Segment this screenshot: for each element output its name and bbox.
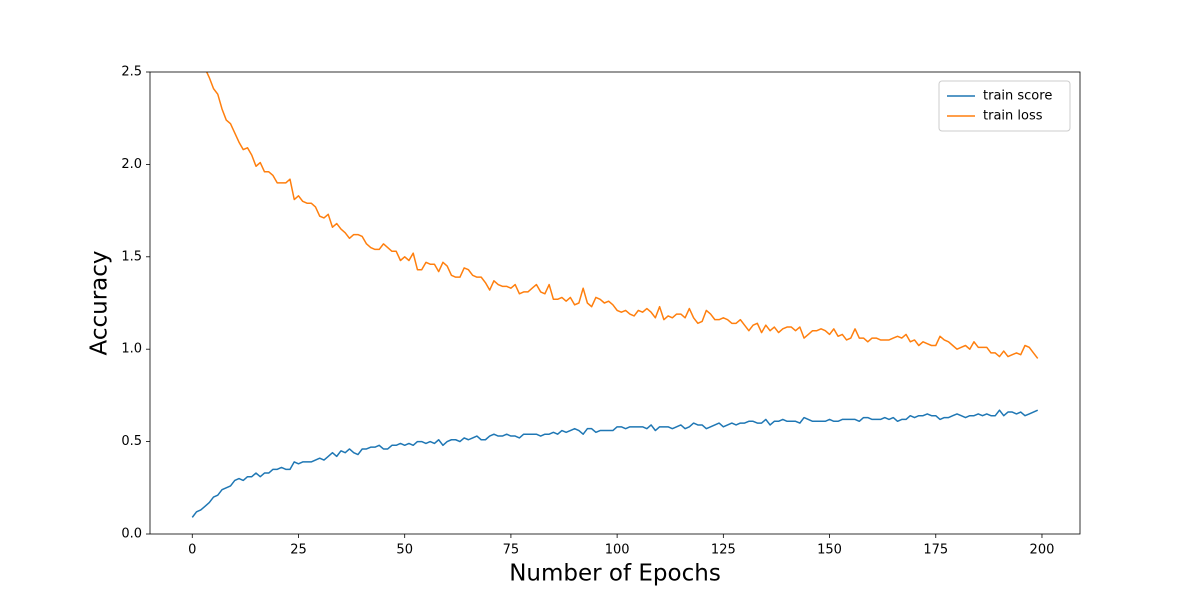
y-tick-label: 2.5: [121, 65, 142, 80]
x-tick-label: 150: [817, 543, 842, 558]
legend-box: [938, 80, 1071, 132]
y-axis-label: Accuracy: [87, 250, 113, 355]
x-axis-label: Number of Epochs: [509, 561, 721, 587]
legend-label: train score: [983, 89, 1052, 104]
axes-frame: [149, 71, 1081, 535]
series-line: [191, 409, 1039, 518]
x-tick-label: 100: [605, 543, 630, 558]
series-line: [205, 72, 1039, 359]
x-tick-label: 0: [188, 543, 196, 558]
y-tick-label: 2.0: [121, 157, 142, 172]
x-tick-label: 200: [1030, 543, 1055, 558]
legend-label: train loss: [983, 109, 1043, 124]
y-tick-label: 1.5: [121, 249, 142, 264]
y-tick-label: 1.0: [121, 342, 142, 357]
y-tick-label: 0.0: [121, 527, 142, 542]
x-tick-label: 50: [396, 543, 413, 558]
x-tick-label: 125: [711, 543, 736, 558]
x-tick-label: 75: [503, 543, 520, 558]
plot-area: [191, 72, 1039, 518]
x-tick-label: 25: [290, 543, 307, 558]
x-tick-label: 175: [923, 543, 948, 558]
y-tick-label: 0.5: [121, 434, 142, 449]
